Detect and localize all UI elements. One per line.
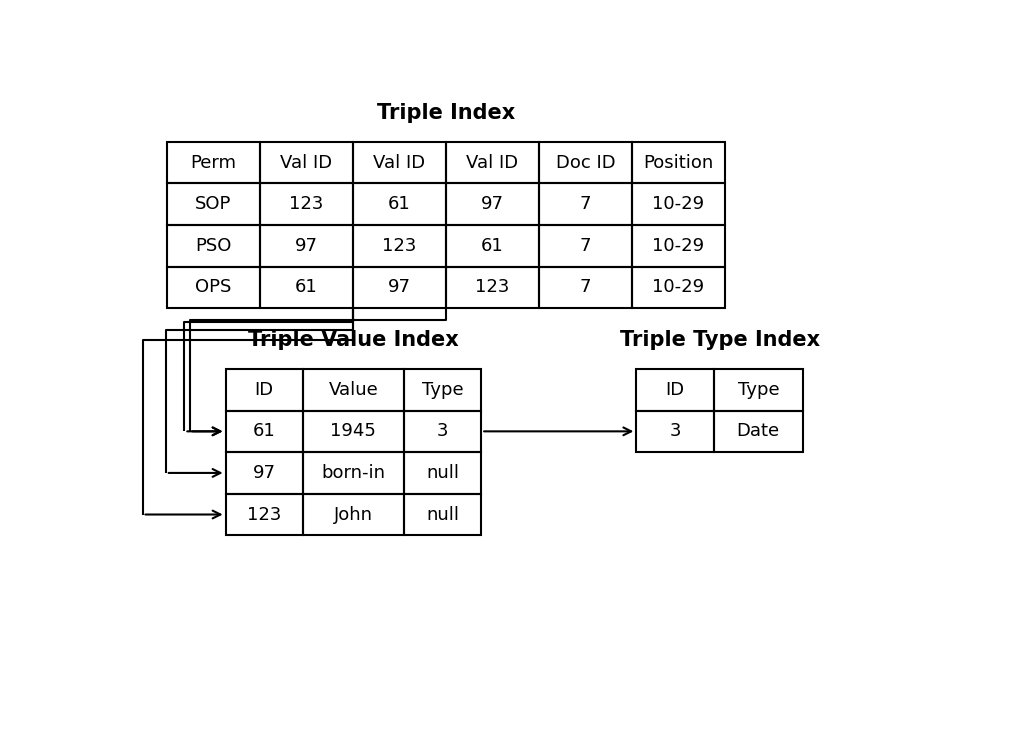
Bar bbox=[167, 225, 260, 266]
Bar bbox=[225, 411, 303, 452]
Text: Val ID: Val ID bbox=[281, 153, 332, 171]
Bar bbox=[353, 183, 446, 225]
Bar bbox=[167, 183, 260, 225]
Text: Val ID: Val ID bbox=[466, 153, 519, 171]
Text: Type: Type bbox=[422, 381, 463, 399]
Bar bbox=[260, 183, 353, 225]
Bar bbox=[260, 266, 353, 308]
Text: 123: 123 bbox=[383, 237, 417, 255]
Text: null: null bbox=[426, 505, 459, 523]
Text: ID: ID bbox=[666, 381, 684, 399]
Bar bbox=[632, 142, 725, 183]
Bar bbox=[636, 369, 714, 411]
Bar bbox=[446, 142, 539, 183]
Text: 10-29: 10-29 bbox=[652, 237, 705, 255]
Bar bbox=[225, 369, 303, 411]
Text: 97: 97 bbox=[295, 237, 318, 255]
Bar bbox=[403, 369, 482, 411]
Bar bbox=[303, 369, 403, 411]
Text: 3: 3 bbox=[436, 423, 449, 441]
Bar bbox=[260, 225, 353, 266]
Bar bbox=[632, 183, 725, 225]
Text: null: null bbox=[426, 464, 459, 482]
Text: 61: 61 bbox=[253, 423, 276, 441]
Bar bbox=[636, 411, 714, 452]
Text: Triple Index: Triple Index bbox=[377, 102, 516, 123]
Bar bbox=[303, 494, 403, 535]
Text: 123: 123 bbox=[247, 505, 282, 523]
Text: Date: Date bbox=[737, 423, 780, 441]
Text: 10-29: 10-29 bbox=[652, 196, 705, 214]
Bar bbox=[303, 411, 403, 452]
Text: 3: 3 bbox=[669, 423, 681, 441]
Text: 61: 61 bbox=[388, 196, 411, 214]
Text: Type: Type bbox=[738, 381, 779, 399]
Text: 97: 97 bbox=[481, 196, 504, 214]
Text: 1945: 1945 bbox=[330, 423, 377, 441]
Bar bbox=[353, 266, 446, 308]
Bar bbox=[303, 452, 403, 494]
Bar bbox=[539, 142, 632, 183]
Bar bbox=[403, 494, 482, 535]
Text: Doc ID: Doc ID bbox=[556, 153, 615, 171]
Bar bbox=[260, 142, 353, 183]
Text: Value: Value bbox=[328, 381, 379, 399]
Bar bbox=[403, 411, 482, 452]
Text: 123: 123 bbox=[289, 196, 324, 214]
Text: 7: 7 bbox=[579, 196, 592, 214]
Text: 10-29: 10-29 bbox=[652, 278, 705, 296]
Text: 7: 7 bbox=[579, 278, 592, 296]
Bar bbox=[632, 266, 725, 308]
Text: Triple Value Index: Triple Value Index bbox=[248, 329, 459, 350]
Bar bbox=[539, 266, 632, 308]
Text: Val ID: Val ID bbox=[374, 153, 426, 171]
Text: 97: 97 bbox=[388, 278, 411, 296]
Text: born-in: born-in bbox=[321, 464, 386, 482]
Bar bbox=[446, 266, 539, 308]
Text: OPS: OPS bbox=[196, 278, 232, 296]
Bar bbox=[714, 411, 803, 452]
Text: Position: Position bbox=[643, 153, 714, 171]
Text: 61: 61 bbox=[295, 278, 318, 296]
Bar bbox=[446, 225, 539, 266]
Bar bbox=[353, 142, 446, 183]
Bar bbox=[446, 183, 539, 225]
Bar bbox=[539, 183, 632, 225]
Bar bbox=[167, 266, 260, 308]
Text: Perm: Perm bbox=[190, 153, 237, 171]
Bar bbox=[225, 452, 303, 494]
Bar bbox=[714, 369, 803, 411]
Text: 97: 97 bbox=[253, 464, 276, 482]
Text: 7: 7 bbox=[579, 237, 592, 255]
Text: 123: 123 bbox=[475, 278, 509, 296]
Bar bbox=[167, 142, 260, 183]
Text: John: John bbox=[333, 505, 372, 523]
Bar bbox=[225, 494, 303, 535]
Text: 61: 61 bbox=[482, 237, 504, 255]
Text: PSO: PSO bbox=[196, 237, 232, 255]
Bar bbox=[353, 225, 446, 266]
Text: Triple Type Index: Triple Type Index bbox=[619, 329, 820, 350]
Text: SOP: SOP bbox=[196, 196, 232, 214]
Bar bbox=[632, 225, 725, 266]
Bar bbox=[539, 225, 632, 266]
Text: ID: ID bbox=[255, 381, 274, 399]
Bar bbox=[403, 452, 482, 494]
